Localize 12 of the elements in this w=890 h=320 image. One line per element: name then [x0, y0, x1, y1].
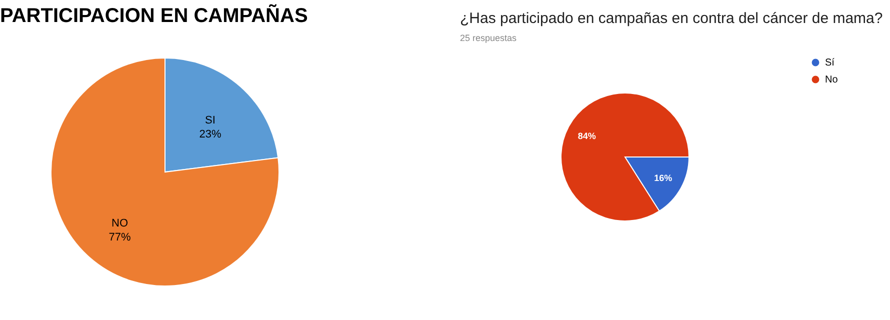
chart-title: PARTICIPACION EN CAMPAÑAS — [0, 4, 308, 27]
legend-label: No — [825, 74, 838, 86]
data-label: 16% — [654, 172, 672, 183]
slice-label: SI — [205, 114, 216, 127]
data-label: 84% — [578, 131, 596, 142]
data-label: 23% — [199, 128, 222, 141]
text: 25 respuestas — [460, 33, 518, 43]
legend-label: Sí — [825, 58, 835, 68]
data-label: 77% — [108, 231, 131, 244]
slice-label: NO — [112, 217, 128, 230]
pie-slice — [560, 92, 690, 222]
chart-title: ¿Has participado en campañas en contra del cáncer de mama? — [460, 10, 883, 27]
